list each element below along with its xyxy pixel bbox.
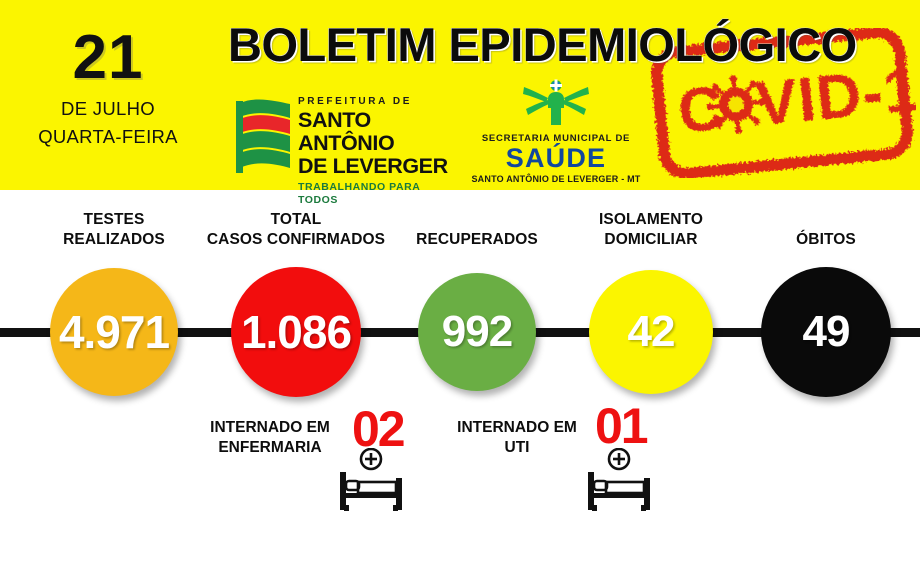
prefeitura-logo-text: PREFEITURA DE SANTO ANTÔNIO DE LEVERGER … — [298, 96, 462, 207]
page-title: BOLETIM EPIDEMIOLÓGICO — [228, 18, 857, 71]
stat-label-casos-line1: TOTAL — [270, 211, 322, 228]
prefeitura-line3: DE LEVERGER — [298, 153, 448, 178]
stat-label-recuperados: RECUPERADOS — [392, 230, 562, 250]
prefeitura-line4: TRABALHANDO PARA TODOS — [298, 181, 420, 206]
hospital-bed-icon — [588, 448, 650, 511]
stat-label-isolamento: ISOLAMENTO DOMICILIAR — [566, 210, 736, 250]
stat-label-isolamento-line1: ISOLAMENTO — [598, 211, 704, 228]
stat-label-isolamento-line2: DOMICILIAR — [604, 230, 698, 248]
prefeitura-line2: SANTO ANTÔNIO — [298, 108, 395, 155]
saude-line3: SANTO ANTÔNIO DE LEVERGER - MT — [471, 174, 641, 184]
stat-label-casos: TOTAL CASOS CONFIRMADOS — [191, 210, 401, 250]
hospital-count-enfermaria: 02 — [352, 401, 406, 457]
hospital-label-enfermaria: INTERNADO EM ENFERMARIA — [185, 418, 355, 458]
stat-value-recuperados: 992 — [441, 307, 513, 356]
stat-label-testes: TESTES REALIZADOS — [34, 210, 194, 250]
hospital-bed-icon — [340, 448, 402, 511]
stat-circle-obitos: 49 — [761, 267, 891, 397]
prefeitura-line1: PREFEITURA DE — [298, 96, 412, 107]
stat-value-isolamento: 42 — [627, 307, 676, 356]
date-block: 21 DE JULHO QUARTA-FEIRA — [18, 23, 198, 150]
header-band: 21 DE JULHO QUARTA-FEIRA BOLETIM EPIDEMI… — [0, 0, 920, 206]
saude-line2: SAÚDE — [505, 143, 607, 174]
stat-label-obitos-line1: ÓBITOS — [796, 231, 856, 248]
stat-circle-casos: 1.086 — [231, 267, 361, 397]
hospital-label-uti-line1: INTERNADO EM — [457, 419, 577, 436]
hospital-label-enfermaria-line1: INTERNADO EM — [210, 419, 330, 436]
saude-logo: SECRETARIA MUNICIPAL DE SAÚDE SANTO ANTÔ… — [466, 77, 646, 184]
covid-19-stamp: C VID-19 — [651, 28, 916, 178]
prefeitura-logo: PREFEITURA DE SANTO ANTÔNIO DE LEVERGER … — [236, 96, 462, 206]
stat-value-testes: 4.971 — [58, 306, 170, 358]
svg-text:C: C — [675, 74, 727, 147]
hospital-label-enfermaria-line2: ENFERMARIA — [218, 439, 322, 457]
stat-value-obitos: 49 — [802, 307, 851, 356]
stat-label-testes-line1: TESTES — [83, 211, 145, 228]
prefeitura-flag-icon — [236, 99, 290, 173]
date-month: DE JULHO — [61, 97, 155, 119]
stat-label-testes-line2: REALIZADOS — [63, 230, 165, 248]
hospital-label-uti-line2: UTI — [504, 439, 530, 457]
hospital-count-uti: 01 — [595, 398, 649, 454]
stat-label-obitos: ÓBITOS — [746, 230, 906, 250]
stat-circle-testes: 4.971 — [50, 268, 178, 396]
stat-circle-recuperados: 992 — [418, 273, 536, 391]
stat-circle-isolamento: 42 — [589, 270, 713, 394]
hospital-label-uti: INTERNADO EM UTI — [432, 418, 602, 458]
stat-label-casos-line2: CASOS CONFIRMADOS — [206, 230, 386, 248]
saude-line1: SECRETARIA MUNICIPAL DE — [481, 133, 631, 144]
stat-value-casos: 1.086 — [240, 306, 352, 358]
stat-label-recuperados-line1: RECUPERADOS — [416, 231, 538, 248]
date-weekday: QUARTA-FEIRA — [38, 125, 178, 147]
statistics-area: TESTES REALIZADOS TOTAL CASOS CONFIRMADO… — [0, 190, 920, 570]
saude-person-cross-icon — [523, 79, 589, 125]
date-day: 21 — [72, 23, 144, 92]
